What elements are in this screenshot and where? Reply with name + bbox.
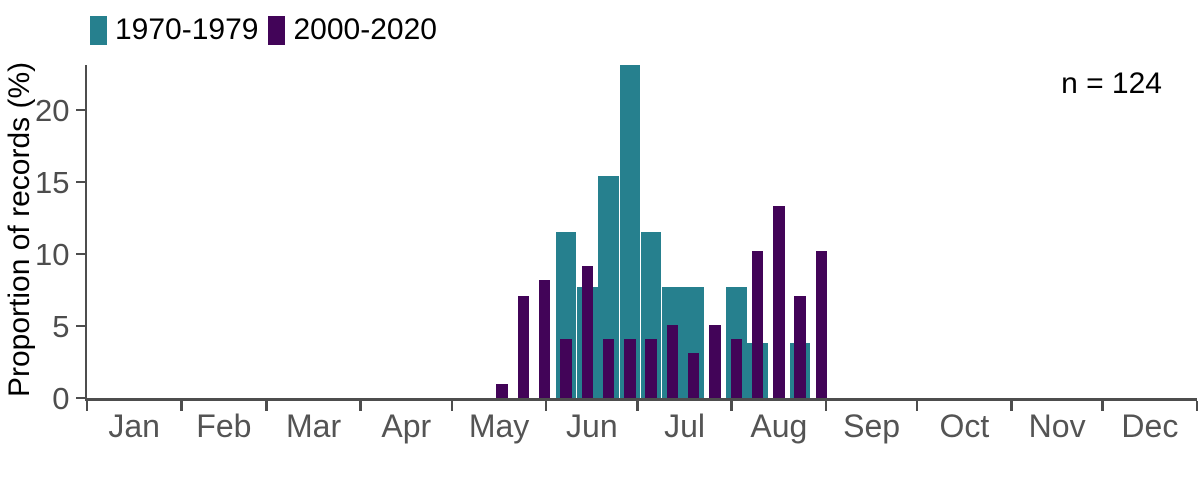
- bar-2000-2020-week-31: [730, 338, 743, 398]
- bar-2000-2020-week-33: [773, 206, 785, 398]
- y-tick-label: 10: [35, 237, 70, 272]
- x-tick-label-apr: Apr: [381, 408, 432, 444]
- legend-swatch-purple: [268, 15, 286, 45]
- x-axis-tick: [450, 400, 454, 411]
- bar-2000-2020-week-34: [794, 295, 806, 398]
- x-tick-label-oct: Oct: [939, 408, 990, 444]
- x-tick-label-may: May: [468, 408, 530, 444]
- y-axis-tick: [75, 324, 85, 328]
- x-axis-tick: [636, 400, 639, 411]
- x-tick-label-jan: Jan: [108, 408, 160, 444]
- y-tick-label: 20: [35, 93, 70, 128]
- y-axis-line: [84, 65, 87, 401]
- bar-1970-1979-week-26: [619, 65, 641, 398]
- legend-label: 1970-1979: [115, 13, 259, 46]
- legend-item-2000-2020: 2000-2020: [268, 13, 437, 46]
- y-tick-label: 0: [52, 381, 70, 416]
- bar-2000-2020-week-21: [517, 295, 530, 398]
- x-axis-tick: [1010, 400, 1013, 411]
- bar-2000-2020-week-22: [538, 279, 551, 398]
- bar-2000-2020-week-24: [581, 265, 593, 398]
- x-tick-label-sep: Sep: [843, 408, 901, 444]
- x-axis-tick: [265, 400, 268, 411]
- legend-label: 2000-2020: [293, 13, 437, 46]
- x-tick-label-jun: Jun: [566, 408, 618, 444]
- sample-size-annotation: n = 124: [1061, 67, 1162, 100]
- legend-swatch-teal: [90, 15, 107, 45]
- x-tick-label-jul: Jul: [664, 408, 706, 444]
- bar-2000-2020-week-29: [687, 353, 700, 398]
- bar-2000-2020-week-32: [751, 251, 764, 398]
- x-axis-tick: [915, 400, 919, 411]
- x-tick-label-mar: Mar: [285, 408, 342, 444]
- chart-legend: 1970-1979 2000-2020: [90, 14, 437, 46]
- x-tick-label-nov: Nov: [1028, 408, 1086, 444]
- x-tick-label-dec: Dec: [1121, 408, 1179, 444]
- y-tick-label: 5: [52, 309, 70, 344]
- bar-2000-2020-week-23: [560, 338, 572, 398]
- x-axis-tick: [359, 400, 362, 411]
- x-axis-tick: [544, 400, 548, 411]
- x-tick-label-feb: Feb: [196, 408, 252, 444]
- x-axis-tick: [1195, 400, 1199, 411]
- x-tick-label-aug: Aug: [750, 408, 808, 444]
- y-axis-tick: [75, 180, 85, 184]
- y-axis-tick: [75, 396, 85, 400]
- bar-2000-2020-week-28: [666, 324, 679, 398]
- x-axis-tick: [730, 400, 733, 411]
- bar-2000-2020-week-20: [496, 383, 508, 398]
- x-axis-line: [84, 398, 1197, 401]
- y-tick-label: 15: [35, 165, 70, 200]
- bar-2000-2020-week-27: [645, 338, 657, 398]
- x-axis-tick: [824, 400, 828, 411]
- y-axis-tick: [75, 252, 85, 256]
- bar-2000-2020-week-26: [624, 338, 636, 398]
- x-axis-tick: [1101, 400, 1104, 411]
- bar-2000-2020-week-35: [815, 251, 828, 398]
- bar-2000-2020-week-25: [602, 338, 615, 398]
- x-axis-tick: [85, 400, 89, 411]
- y-axis-tick: [75, 108, 85, 112]
- bar-2000-2020-week-30: [709, 324, 721, 398]
- x-axis-tick: [180, 400, 183, 411]
- legend-item-1970-1979: 1970-1979: [90, 14, 258, 46]
